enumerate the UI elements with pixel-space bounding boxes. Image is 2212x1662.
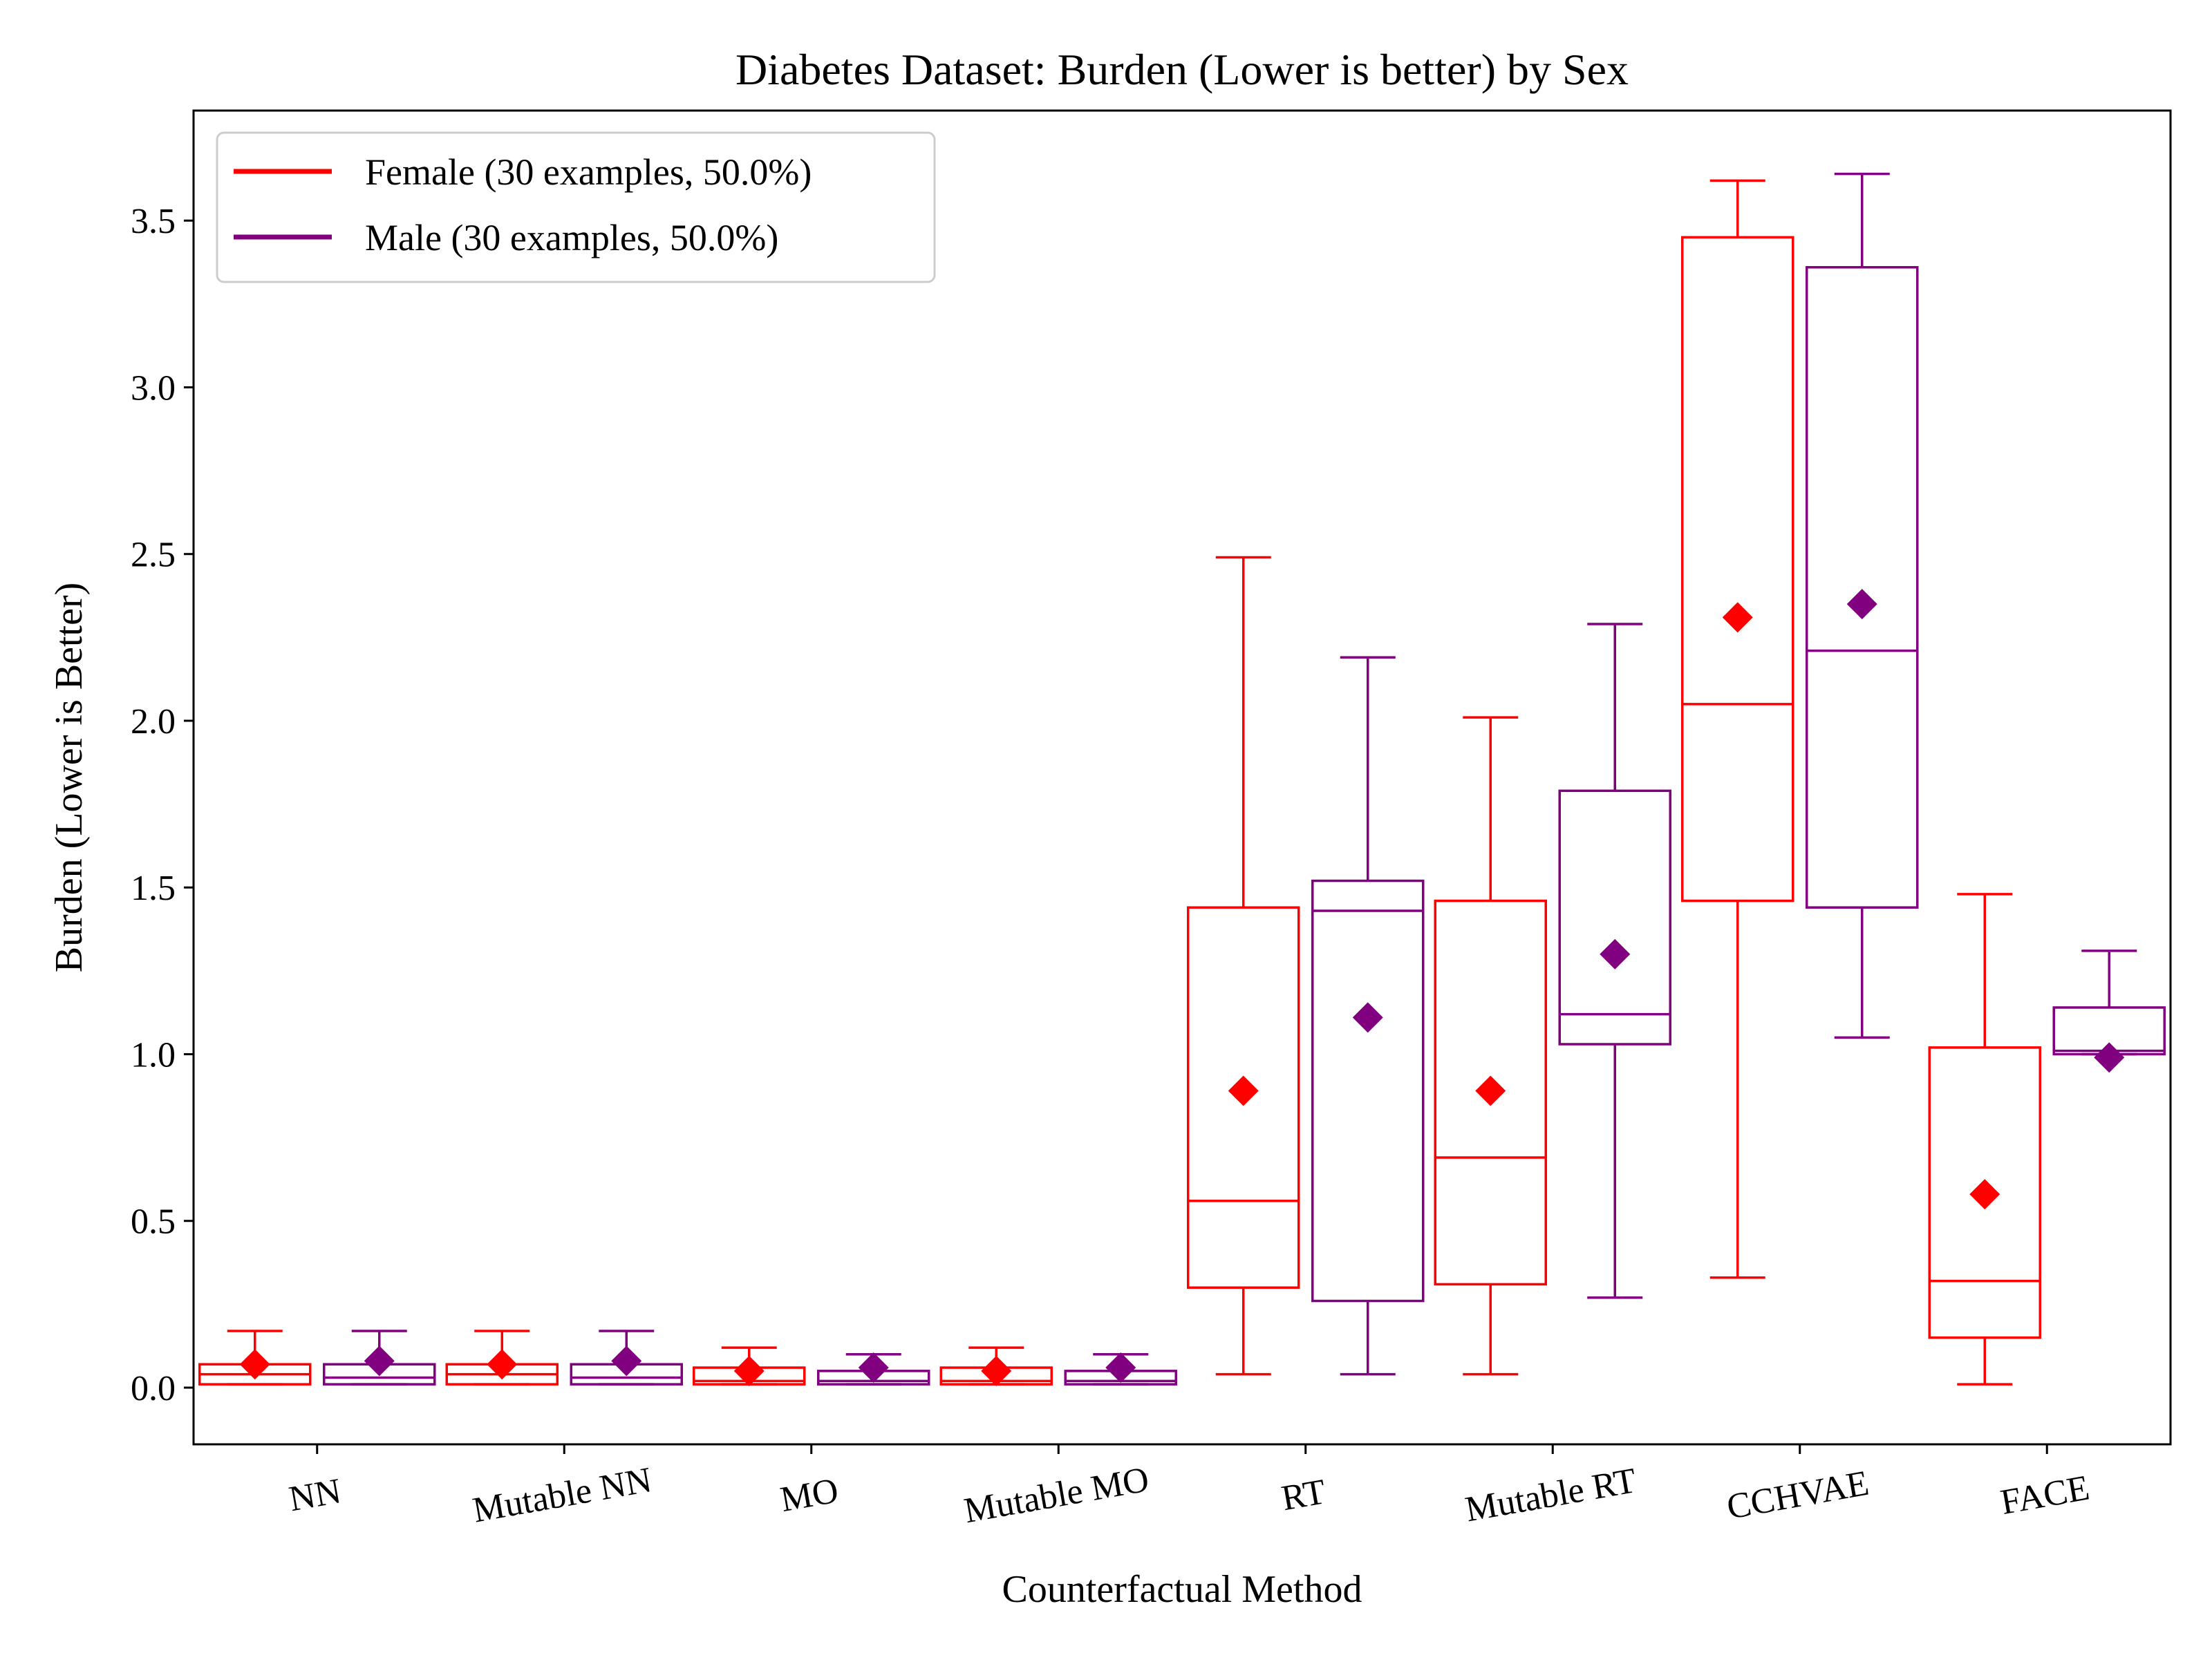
box-male-6 bbox=[1558, 623, 1671, 1299]
legend: Female (30 examples, 50.0%) Male (30 exa… bbox=[216, 131, 936, 283]
y-tick-label: 2.5 bbox=[131, 536, 176, 575]
y-tick-label: 1.0 bbox=[131, 1035, 176, 1075]
box-iqr bbox=[1806, 266, 1919, 909]
x-tick-label: Mutable MO bbox=[961, 1460, 1152, 1531]
x-tick-label: CCHVAE bbox=[1724, 1464, 1872, 1527]
mean-marker bbox=[1475, 1075, 1506, 1106]
box-male-1 bbox=[323, 1330, 436, 1386]
axes-layer: 0.0 0.5 1.0 1.5 2.0 2.5 3.0 3.5 NN Mutable NN MO Mu… bbox=[131, 202, 2092, 1531]
box-male-8 bbox=[2052, 950, 2166, 1073]
box-female-4 bbox=[939, 1346, 1053, 1386]
mean-marker bbox=[1105, 1352, 1136, 1384]
mean-marker bbox=[1352, 1002, 1383, 1033]
box-female-7 bbox=[1681, 179, 1794, 1279]
mean-marker bbox=[1846, 589, 1877, 620]
box-iqr bbox=[1311, 879, 1425, 1303]
mean-marker bbox=[1722, 602, 1753, 633]
mean-marker bbox=[364, 1345, 395, 1377]
mean-marker bbox=[2094, 1042, 2125, 1073]
box-male-7 bbox=[1806, 172, 1919, 1039]
box-male-3 bbox=[817, 1352, 930, 1386]
y-tick-label: 1.5 bbox=[131, 869, 176, 908]
mean-marker bbox=[487, 1349, 518, 1380]
boxes-layer bbox=[198, 172, 2166, 1386]
y-tick-label: 3.0 bbox=[131, 368, 176, 408]
mean-marker bbox=[1600, 938, 1631, 970]
box-iqr bbox=[1558, 789, 1671, 1046]
box-female-6 bbox=[1434, 716, 1547, 1376]
mean-marker bbox=[239, 1349, 270, 1380]
box-female-2 bbox=[445, 1330, 559, 1386]
mean-marker bbox=[981, 1355, 1012, 1386]
mean-marker bbox=[1228, 1075, 1259, 1106]
box-male-4 bbox=[1064, 1352, 1177, 1386]
box-male-2 bbox=[570, 1330, 683, 1386]
box-iqr bbox=[1434, 899, 1547, 1286]
y-axis-label: Burden (Lower is Better) bbox=[48, 583, 91, 972]
box-female-1 bbox=[198, 1330, 312, 1386]
x-tick-label: MO bbox=[778, 1471, 841, 1520]
chart-title: Diabetes Dataset: Burden (Lower is bette… bbox=[735, 45, 1629, 94]
mean-marker bbox=[611, 1345, 642, 1377]
x-axis-label: Counterfactual Method bbox=[1002, 1568, 1362, 1611]
legend-label-female: Female (30 examples, 50.0%) bbox=[365, 151, 812, 193]
mean-marker bbox=[733, 1355, 765, 1386]
box-male-5 bbox=[1311, 656, 1425, 1376]
x-tick-label: NN bbox=[286, 1471, 344, 1519]
x-tick-label: RT bbox=[1279, 1472, 1329, 1518]
y-tick-label: 3.5 bbox=[131, 202, 176, 241]
box-iqr bbox=[1681, 236, 1794, 903]
y-tick-label: 0.5 bbox=[131, 1202, 176, 1242]
legend-frame bbox=[216, 131, 936, 283]
box-iqr bbox=[1928, 1046, 2041, 1339]
box-female-3 bbox=[693, 1346, 806, 1386]
legend-label-male: Male (30 examples, 50.0%) bbox=[365, 217, 778, 258]
mean-marker bbox=[1969, 1179, 2000, 1210]
box-iqr bbox=[1187, 906, 1300, 1289]
box-female-8 bbox=[1928, 893, 2041, 1386]
x-tick-label: Mutable NN bbox=[470, 1460, 655, 1531]
y-tick-label: 0.0 bbox=[131, 1369, 176, 1408]
plot-frame bbox=[192, 109, 2172, 1446]
box-female-5 bbox=[1187, 556, 1300, 1376]
y-tick-label: 2.0 bbox=[131, 702, 176, 742]
x-tick-label: Mutable RT bbox=[1463, 1461, 1640, 1529]
x-tick-label: FACE bbox=[1998, 1468, 2092, 1522]
mean-marker bbox=[858, 1352, 889, 1384]
